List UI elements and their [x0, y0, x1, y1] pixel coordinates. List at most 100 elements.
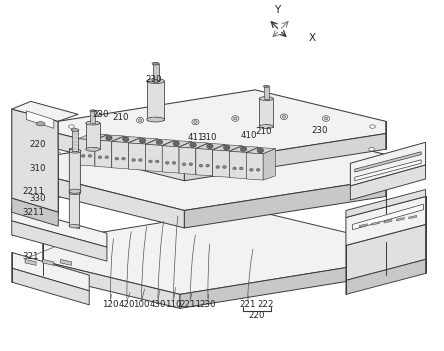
- Text: 221: 221: [239, 300, 256, 309]
- Ellipse shape: [173, 141, 179, 146]
- Polygon shape: [264, 86, 269, 99]
- Ellipse shape: [257, 148, 264, 153]
- Polygon shape: [112, 136, 141, 143]
- Polygon shape: [78, 139, 95, 166]
- Polygon shape: [71, 130, 78, 151]
- Ellipse shape: [172, 161, 176, 164]
- Ellipse shape: [256, 168, 260, 171]
- Ellipse shape: [239, 167, 243, 170]
- Ellipse shape: [69, 191, 80, 195]
- Text: 120: 120: [102, 300, 119, 309]
- Polygon shape: [69, 148, 80, 194]
- Polygon shape: [43, 261, 180, 308]
- Text: 222: 222: [257, 300, 274, 309]
- Ellipse shape: [166, 161, 169, 164]
- Polygon shape: [95, 140, 112, 167]
- Ellipse shape: [223, 145, 230, 150]
- Ellipse shape: [90, 110, 95, 112]
- Ellipse shape: [369, 147, 374, 151]
- Ellipse shape: [206, 144, 213, 149]
- Ellipse shape: [369, 125, 375, 128]
- Text: 420: 420: [119, 300, 135, 309]
- Ellipse shape: [190, 143, 196, 147]
- Ellipse shape: [137, 118, 144, 123]
- Polygon shape: [69, 191, 79, 229]
- Polygon shape: [146, 144, 162, 172]
- Polygon shape: [346, 224, 426, 280]
- Polygon shape: [112, 141, 129, 169]
- Text: 230: 230: [311, 126, 328, 134]
- Ellipse shape: [71, 147, 77, 151]
- Polygon shape: [372, 221, 380, 225]
- Ellipse shape: [81, 154, 85, 157]
- Polygon shape: [184, 133, 386, 181]
- Text: 2211: 2211: [179, 300, 201, 309]
- Polygon shape: [12, 252, 89, 291]
- Polygon shape: [246, 153, 263, 180]
- Text: 410: 410: [240, 131, 257, 140]
- Polygon shape: [259, 99, 274, 127]
- Polygon shape: [58, 133, 184, 181]
- Polygon shape: [196, 143, 225, 150]
- Polygon shape: [58, 90, 386, 165]
- Text: 330: 330: [29, 194, 46, 203]
- Polygon shape: [146, 139, 158, 170]
- Ellipse shape: [139, 138, 146, 143]
- Ellipse shape: [223, 166, 226, 168]
- Ellipse shape: [147, 79, 164, 84]
- Polygon shape: [162, 140, 191, 147]
- Polygon shape: [95, 135, 124, 141]
- Polygon shape: [152, 64, 159, 81]
- Ellipse shape: [69, 149, 81, 153]
- Ellipse shape: [155, 160, 159, 163]
- Ellipse shape: [98, 156, 102, 159]
- Polygon shape: [95, 134, 107, 166]
- Ellipse shape: [123, 137, 129, 142]
- Polygon shape: [86, 123, 100, 149]
- Text: 230: 230: [92, 110, 108, 119]
- Polygon shape: [26, 111, 54, 128]
- Ellipse shape: [132, 159, 135, 161]
- Ellipse shape: [69, 224, 80, 228]
- Text: 321: 321: [22, 252, 39, 261]
- Ellipse shape: [86, 121, 100, 125]
- Text: 310: 310: [29, 164, 46, 173]
- Ellipse shape: [240, 147, 247, 152]
- Polygon shape: [350, 142, 426, 186]
- Polygon shape: [355, 152, 421, 172]
- Ellipse shape: [86, 147, 100, 151]
- Ellipse shape: [92, 111, 99, 116]
- Ellipse shape: [106, 135, 112, 140]
- Polygon shape: [184, 179, 386, 228]
- Text: 3211: 3211: [22, 208, 44, 217]
- Polygon shape: [196, 148, 213, 176]
- Polygon shape: [230, 146, 259, 152]
- Polygon shape: [12, 268, 89, 305]
- Ellipse shape: [105, 156, 108, 159]
- Text: 210: 210: [112, 113, 128, 122]
- Text: X: X: [308, 33, 315, 43]
- Ellipse shape: [147, 117, 164, 122]
- Text: 110: 110: [165, 300, 182, 309]
- Polygon shape: [179, 141, 191, 173]
- Polygon shape: [129, 137, 141, 169]
- Polygon shape: [60, 259, 71, 265]
- Polygon shape: [112, 136, 124, 167]
- Polygon shape: [230, 151, 246, 179]
- Ellipse shape: [94, 112, 98, 115]
- Polygon shape: [58, 123, 386, 211]
- Ellipse shape: [189, 163, 193, 166]
- Polygon shape: [213, 150, 230, 177]
- Ellipse shape: [139, 119, 142, 122]
- Polygon shape: [179, 142, 208, 148]
- Text: Y: Y: [274, 5, 281, 15]
- Ellipse shape: [88, 154, 92, 157]
- Ellipse shape: [281, 114, 288, 120]
- Ellipse shape: [259, 97, 274, 100]
- Polygon shape: [213, 145, 242, 151]
- Polygon shape: [346, 259, 426, 294]
- Ellipse shape: [232, 116, 239, 121]
- Ellipse shape: [259, 125, 274, 128]
- Ellipse shape: [250, 168, 253, 171]
- Ellipse shape: [322, 116, 329, 121]
